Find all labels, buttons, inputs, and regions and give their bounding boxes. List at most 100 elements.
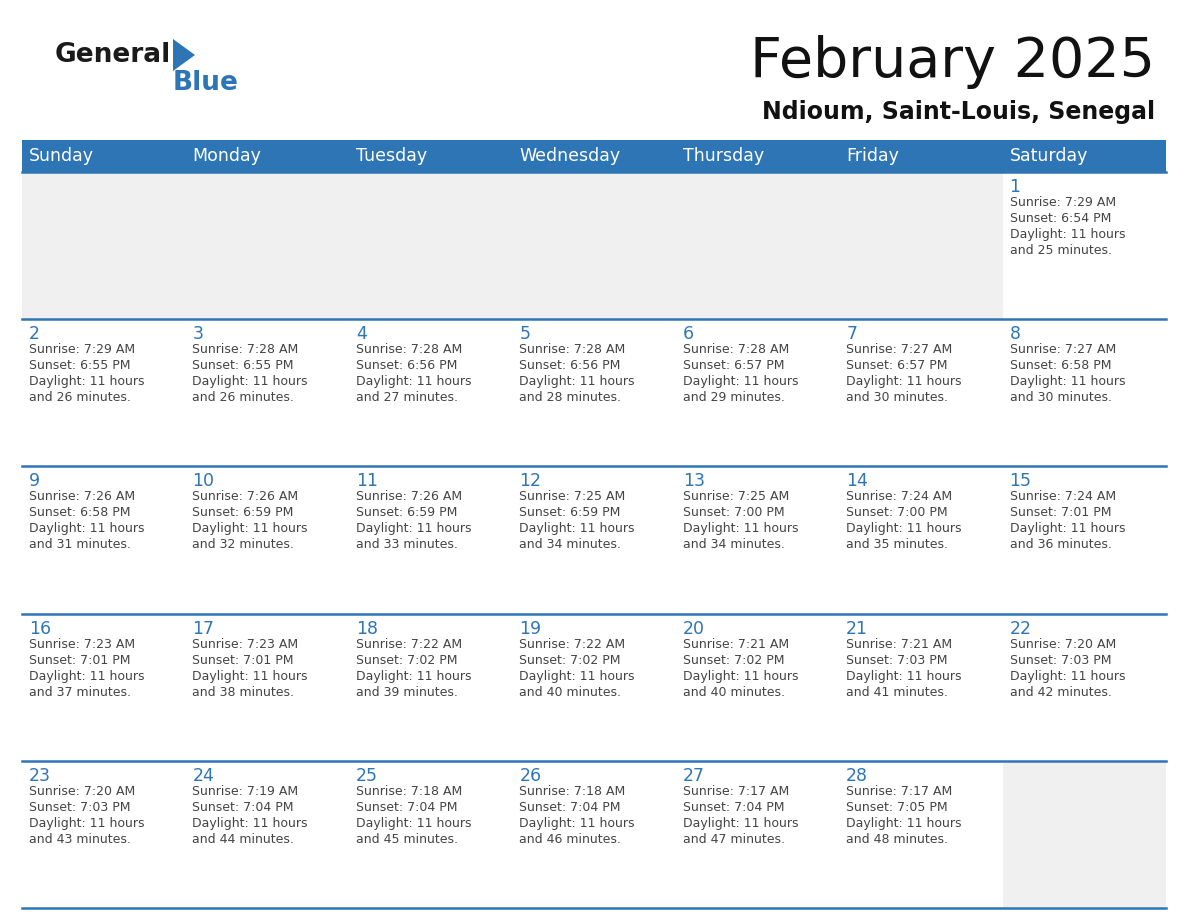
Bar	[349, 761, 512, 908]
Text: and 47 minutes.: and 47 minutes.	[683, 833, 785, 845]
Text: 27: 27	[683, 767, 704, 785]
Text: Sunrise: 7:24 AM: Sunrise: 7:24 AM	[1010, 490, 1116, 503]
Text: Sunset: 7:00 PM: Sunset: 7:00 PM	[683, 507, 784, 520]
Text: and 44 minutes.: and 44 minutes.	[192, 833, 295, 845]
Text: Daylight: 11 hours: Daylight: 11 hours	[192, 375, 308, 388]
Text: Sunrise: 7:26 AM: Sunrise: 7:26 AM	[29, 490, 135, 503]
Text: Daylight: 11 hours: Daylight: 11 hours	[1010, 375, 1125, 388]
Text: and 30 minutes.: and 30 minutes.	[846, 391, 948, 404]
Text: Sunrise: 7:29 AM: Sunrise: 7:29 AM	[1010, 196, 1116, 209]
Text: Sunrise: 7:24 AM: Sunrise: 7:24 AM	[846, 490, 953, 503]
Text: Tuesday: Tuesday	[356, 147, 426, 165]
Text: Sunrise: 7:17 AM: Sunrise: 7:17 AM	[846, 785, 953, 798]
Text: 5: 5	[519, 325, 530, 343]
Text: Daylight: 11 hours: Daylight: 11 hours	[683, 522, 798, 535]
Text: and 33 minutes.: and 33 minutes.	[356, 538, 457, 552]
Text: Sunset: 6:59 PM: Sunset: 6:59 PM	[519, 507, 620, 520]
Text: Daylight: 11 hours: Daylight: 11 hours	[29, 669, 145, 683]
Text: Daylight: 11 hours: Daylight: 11 hours	[519, 817, 634, 830]
Text: Sunrise: 7:21 AM: Sunrise: 7:21 AM	[846, 638, 953, 651]
Text: Daylight: 11 hours: Daylight: 11 hours	[192, 669, 308, 683]
Text: Sunset: 6:57 PM: Sunset: 6:57 PM	[683, 359, 784, 372]
Bar	[185, 319, 349, 466]
Text: Daylight: 11 hours: Daylight: 11 hours	[192, 522, 308, 535]
Text: Daylight: 11 hours: Daylight: 11 hours	[29, 817, 145, 830]
Text: Sunrise: 7:23 AM: Sunrise: 7:23 AM	[29, 638, 135, 651]
Text: 9: 9	[29, 473, 40, 490]
Bar	[512, 172, 676, 319]
Text: 25: 25	[356, 767, 378, 785]
Text: Daylight: 11 hours: Daylight: 11 hours	[683, 817, 798, 830]
Text: Sunrise: 7:18 AM: Sunrise: 7:18 AM	[519, 785, 626, 798]
Text: Sunset: 7:01 PM: Sunset: 7:01 PM	[192, 654, 293, 666]
Bar	[23, 172, 185, 319]
Bar	[676, 319, 839, 466]
Text: Sunset: 7:00 PM: Sunset: 7:00 PM	[846, 507, 948, 520]
Bar	[23, 761, 185, 908]
Text: Blue: Blue	[173, 70, 239, 96]
Bar	[839, 172, 1003, 319]
Text: Sunset: 6:56 PM: Sunset: 6:56 PM	[356, 359, 457, 372]
Text: Daylight: 11 hours: Daylight: 11 hours	[1010, 669, 1125, 683]
Text: Sunrise: 7:19 AM: Sunrise: 7:19 AM	[192, 785, 298, 798]
Text: Sunset: 7:03 PM: Sunset: 7:03 PM	[29, 800, 131, 813]
Text: Daylight: 11 hours: Daylight: 11 hours	[683, 375, 798, 388]
Text: and 26 minutes.: and 26 minutes.	[192, 391, 295, 404]
Text: and 28 minutes.: and 28 minutes.	[519, 391, 621, 404]
Text: Sunset: 7:01 PM: Sunset: 7:01 PM	[29, 654, 131, 666]
Text: Sunrise: 7:21 AM: Sunrise: 7:21 AM	[683, 638, 789, 651]
Text: Sunset: 6:54 PM: Sunset: 6:54 PM	[1010, 212, 1111, 225]
Text: 28: 28	[846, 767, 868, 785]
Text: 16: 16	[29, 620, 51, 638]
Text: and 37 minutes.: and 37 minutes.	[29, 686, 131, 699]
Text: 15: 15	[1010, 473, 1031, 490]
Text: Daylight: 11 hours: Daylight: 11 hours	[519, 375, 634, 388]
Text: 2: 2	[29, 325, 40, 343]
Text: Daylight: 11 hours: Daylight: 11 hours	[1010, 522, 1125, 535]
Text: 13: 13	[683, 473, 704, 490]
Bar	[512, 319, 676, 466]
Text: and 40 minutes.: and 40 minutes.	[683, 686, 785, 699]
Text: Sunset: 7:02 PM: Sunset: 7:02 PM	[519, 654, 621, 666]
Text: Sunset: 7:04 PM: Sunset: 7:04 PM	[192, 800, 293, 813]
Text: Daylight: 11 hours: Daylight: 11 hours	[192, 817, 308, 830]
Polygon shape	[173, 39, 195, 71]
Bar	[676, 172, 839, 319]
Text: and 36 minutes.: and 36 minutes.	[1010, 538, 1112, 552]
Bar	[185, 466, 349, 613]
Bar	[185, 761, 349, 908]
Text: Sunset: 7:04 PM: Sunset: 7:04 PM	[356, 800, 457, 813]
Bar	[676, 613, 839, 761]
Text: Sunset: 6:59 PM: Sunset: 6:59 PM	[356, 507, 457, 520]
Bar	[185, 172, 349, 319]
Text: Daylight: 11 hours: Daylight: 11 hours	[356, 817, 472, 830]
Bar	[349, 319, 512, 466]
Text: Daylight: 11 hours: Daylight: 11 hours	[846, 375, 961, 388]
Text: 7: 7	[846, 325, 858, 343]
Text: Daylight: 11 hours: Daylight: 11 hours	[519, 669, 634, 683]
Text: 26: 26	[519, 767, 542, 785]
Text: Daylight: 11 hours: Daylight: 11 hours	[683, 669, 798, 683]
Bar	[512, 761, 676, 908]
Text: 8: 8	[1010, 325, 1020, 343]
Text: and 32 minutes.: and 32 minutes.	[192, 538, 295, 552]
Text: Sunrise: 7:26 AM: Sunrise: 7:26 AM	[356, 490, 462, 503]
Text: Sunset: 6:55 PM: Sunset: 6:55 PM	[192, 359, 293, 372]
Text: Daylight: 11 hours: Daylight: 11 hours	[846, 669, 961, 683]
Text: Sunset: 7:03 PM: Sunset: 7:03 PM	[846, 654, 948, 666]
Text: Sunset: 7:05 PM: Sunset: 7:05 PM	[846, 800, 948, 813]
Text: Sunset: 7:04 PM: Sunset: 7:04 PM	[683, 800, 784, 813]
Text: Sunrise: 7:20 AM: Sunrise: 7:20 AM	[1010, 638, 1116, 651]
Text: and 40 minutes.: and 40 minutes.	[519, 686, 621, 699]
Text: and 30 minutes.: and 30 minutes.	[1010, 391, 1112, 404]
Text: and 31 minutes.: and 31 minutes.	[29, 538, 131, 552]
Text: Sunset: 6:57 PM: Sunset: 6:57 PM	[846, 359, 948, 372]
Text: and 43 minutes.: and 43 minutes.	[29, 833, 131, 845]
Text: Sunrise: 7:25 AM: Sunrise: 7:25 AM	[683, 490, 789, 503]
Text: Daylight: 11 hours: Daylight: 11 hours	[29, 522, 145, 535]
Text: 17: 17	[192, 620, 214, 638]
Text: Sunset: 7:02 PM: Sunset: 7:02 PM	[356, 654, 457, 666]
Text: Sunrise: 7:20 AM: Sunrise: 7:20 AM	[29, 785, 135, 798]
Text: 19: 19	[519, 620, 542, 638]
Text: Sunrise: 7:22 AM: Sunrise: 7:22 AM	[356, 638, 462, 651]
